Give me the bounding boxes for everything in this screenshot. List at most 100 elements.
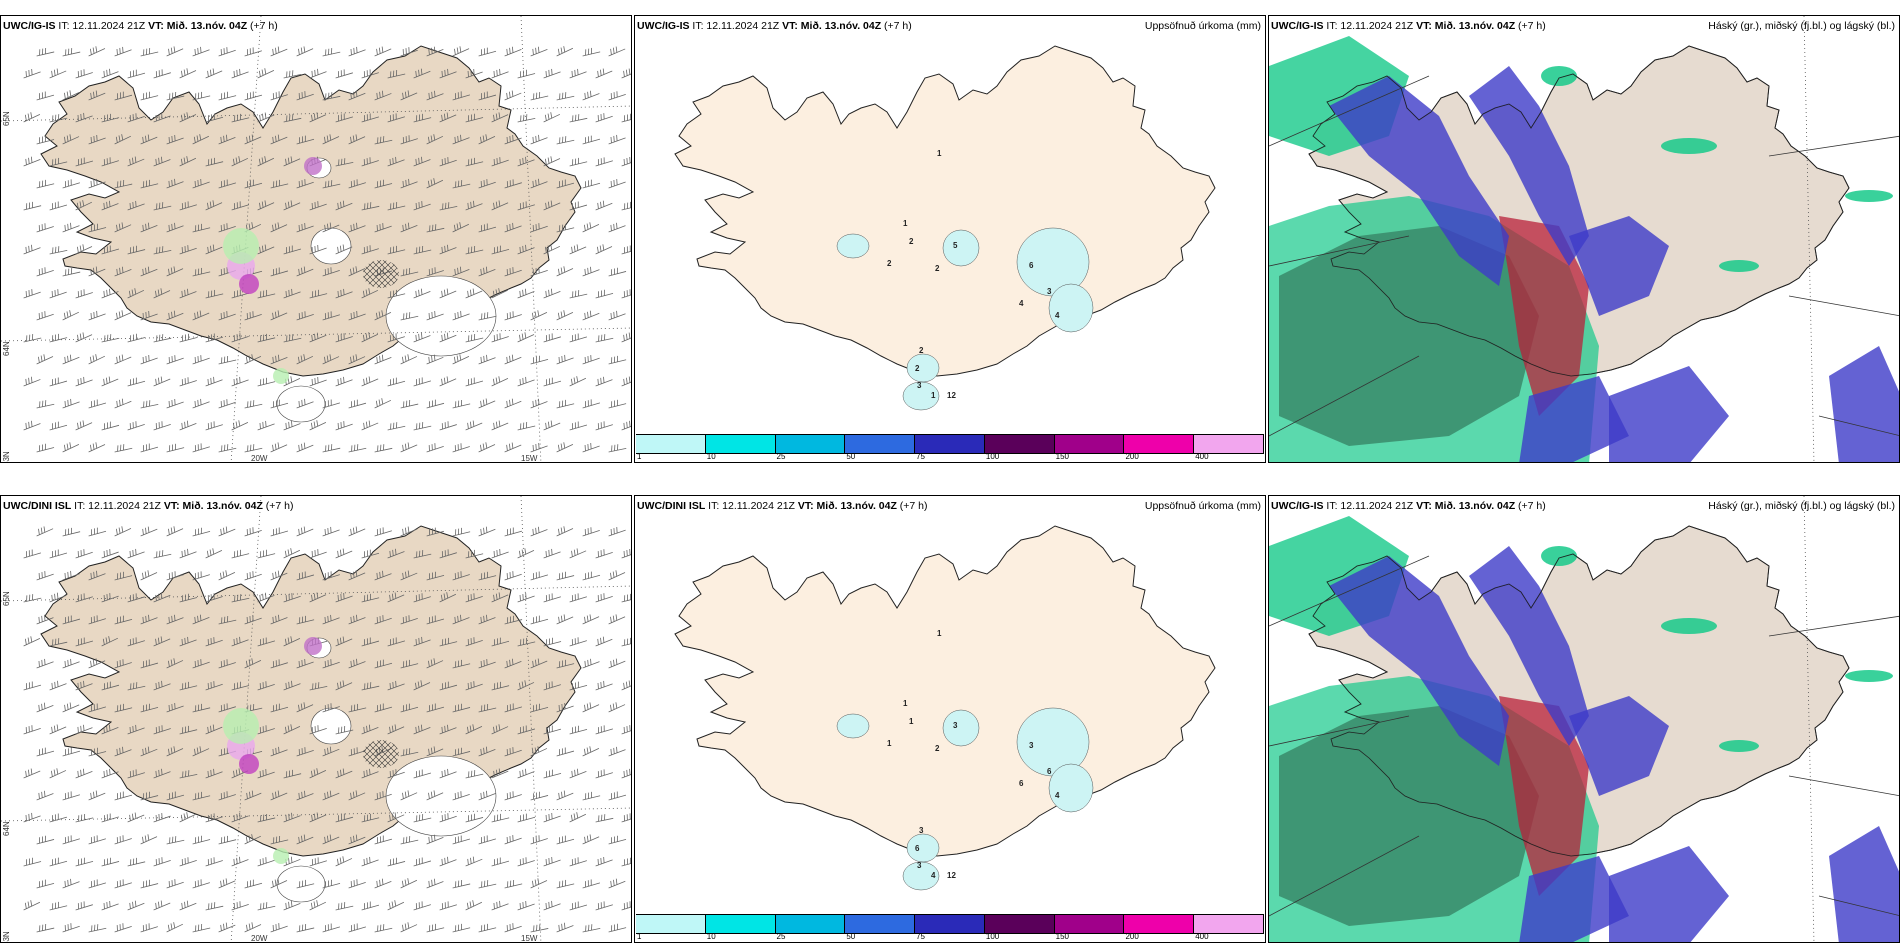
colorbar-label: 50 <box>846 932 856 941</box>
model-name: UWC/IG-IS <box>637 20 690 32</box>
precip-value-label: 2 <box>935 264 940 273</box>
valid-time: VT: Mið. 13.nóv. 04Z <box>1416 20 1516 32</box>
model-name: UWC/DINI ISL <box>3 500 72 512</box>
low-cloud <box>1829 826 1899 942</box>
land-mass <box>674 525 1216 857</box>
colorbar-labels: 1 10 25 50 75 100 150 200 400 <box>636 452 1264 462</box>
panel-title: UWC/IG-IS IT: 12.11.2024 21Z VT: Mið. 13… <box>1271 20 1546 32</box>
precip-panel: 1 1 2 2 2 5 6 4 3 4 2 2 3 1 12 1 10 25 50 75 100 150 200 400 UWC… <box>634 15 1266 463</box>
panel-title: UWC/IG-IS IT: 12.11.2024 21Z VT: Mið. 13… <box>637 20 912 32</box>
precip-value-label: 2 <box>919 346 924 355</box>
colorbar-segment <box>636 435 706 453</box>
precip-value-label: 1 <box>887 739 892 748</box>
colorbar-label: 200 <box>1125 452 1139 461</box>
valid-time: VT: Mið. 13.nóv. 04Z <box>148 20 248 32</box>
colorbar-label: 400 <box>1195 452 1209 461</box>
lon-label: 15W <box>521 454 538 463</box>
init-time: IT: 12.11.2024 21Z <box>689 20 783 32</box>
colorbar-segment <box>705 435 776 453</box>
panel-title: UWC/DINI ISL IT: 12.11.2024 21Z VT: Mið.… <box>3 500 294 512</box>
colorbar-segment <box>915 435 985 453</box>
precip-value-label: 1 <box>937 629 942 638</box>
field-title: Uppsöfnuð úrkoma (mm) <box>1144 500 1261 512</box>
low-cloud <box>1469 546 1589 746</box>
lead-time: (+7 h) <box>1515 20 1546 32</box>
colorbar-segment <box>775 915 846 933</box>
low-cloud <box>1609 366 1729 462</box>
mid-cloud <box>1661 138 1717 154</box>
valid-time: VT: Mið. 13.nóv. 04Z <box>163 500 263 512</box>
panel-title: UWC/IG-IS IT: 12.11.2024 21Z VT: Mið. 13… <box>3 20 278 32</box>
colorbar-label: 25 <box>776 932 786 941</box>
low-cloud <box>1469 66 1589 266</box>
lead-time: (+7 h) <box>881 20 912 32</box>
precip-area <box>902 381 940 411</box>
lat-label: 64N <box>2 821 11 836</box>
cloud-panel: UWC/IG-IS IT: 12.11.2024 21Z VT: Mið. 13… <box>1268 15 1900 463</box>
mid-cloud <box>1661 618 1717 634</box>
precip-spot <box>304 637 322 655</box>
lat-label: 63N <box>2 451 11 463</box>
precip-spot <box>223 708 259 744</box>
colorbar-label: 150 <box>1055 452 1070 461</box>
panel-title: UWC/IG-IS IT: 12.11.2024 21Z VT: Mið. 13… <box>1271 500 1546 512</box>
lon-label: 15W <box>521 934 538 943</box>
land-mass <box>674 45 1216 377</box>
low-cloud <box>1329 76 1509 286</box>
mid-cloud <box>1541 546 1577 566</box>
lon-label: 20W <box>251 454 268 463</box>
precip-value-label: 12 <box>947 871 956 880</box>
colorbar-segment <box>705 915 776 933</box>
colorbar-label: 10 <box>706 452 716 461</box>
colorbar-segment <box>1124 915 1195 933</box>
colorbar-segment <box>1054 915 1125 933</box>
lead-time: (+7 h) <box>1515 500 1546 512</box>
low-cloud <box>1519 376 1629 462</box>
precip-value-label: 12 <box>947 391 956 400</box>
colorbar-segment <box>984 915 1055 933</box>
panel-title: UWC/DINI ISL IT: 12.11.2024 21Z VT: Mið.… <box>637 500 928 512</box>
colorbar-label: 1 <box>637 452 642 461</box>
colorbar-label: 50 <box>846 452 856 461</box>
precip-value-label: 3 <box>1029 741 1034 750</box>
model-name: UWC/DINI ISL <box>637 500 706 512</box>
lat-label: 64N <box>2 341 11 356</box>
model-name: UWC/IG-IS <box>3 20 56 32</box>
high-cloud-core <box>1499 696 1589 896</box>
glacier <box>276 385 326 423</box>
precip-value-label: 1 <box>909 717 914 726</box>
lead-time: (+7 h) <box>896 500 928 512</box>
colorbar-segment <box>636 915 706 933</box>
precip-value-label: 2 <box>887 259 892 268</box>
init-time: IT: 12.11.2024 21Z <box>1323 20 1417 32</box>
colorbar-segment <box>1124 435 1195 453</box>
mid-cloud <box>1845 670 1893 682</box>
init-time: IT: 12.11.2024 21Z <box>71 500 164 512</box>
precip-value-label: 1 <box>931 391 936 400</box>
colorbar-segment <box>845 435 916 453</box>
low-cloud <box>1609 846 1729 942</box>
colorbar-segment <box>1054 435 1125 453</box>
precip-value-label: 5 <box>953 241 958 250</box>
cloud-map <box>1269 496 1899 942</box>
precip-value-label: 1 <box>903 699 908 708</box>
colorbar-label: 1 <box>637 932 642 941</box>
precip-panel: 1 1 1 1 2 3 3 6 6 4 3 6 3 4 12 1 10 25 50 75 100 150 200 400 UWC… <box>634 495 1266 943</box>
colorbar-label: 75 <box>916 932 926 941</box>
colorbar-label: 100 <box>985 932 1000 941</box>
precip-value-label: 2 <box>935 744 940 753</box>
precip-colorbar <box>636 914 1265 934</box>
precip-colorbar <box>636 434 1265 454</box>
wind-barbs <box>23 46 631 453</box>
colorbar-segment <box>1194 435 1265 453</box>
precip-spot <box>239 754 259 774</box>
lead-time: (+7 h) <box>262 500 294 512</box>
colorbar-label: 100 <box>985 452 1000 461</box>
colorbar-label: 10 <box>706 932 716 941</box>
precip-value-label: 6 <box>1029 261 1034 270</box>
precip-value-label: 6 <box>1047 767 1052 776</box>
precip-value-label: 1 <box>937 149 942 158</box>
init-time: IT: 12.11.2024 21Z <box>55 20 149 32</box>
